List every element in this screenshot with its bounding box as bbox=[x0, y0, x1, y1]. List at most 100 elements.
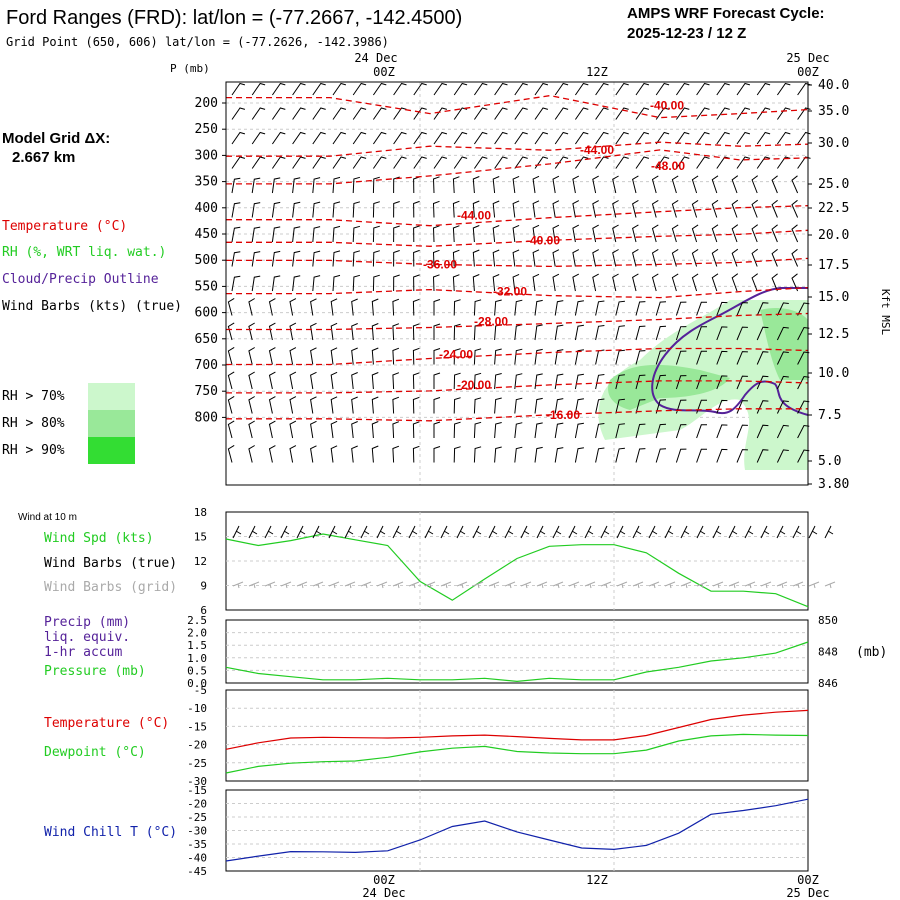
wind-barb bbox=[532, 200, 540, 218]
surface-wind-barb-grid bbox=[792, 581, 804, 589]
dewpoint-line bbox=[225, 733, 809, 774]
wind-barb bbox=[574, 373, 584, 390]
surface-wind-barb-true bbox=[664, 525, 674, 539]
wind-barb bbox=[592, 249, 599, 267]
surface-wind-barb-grid bbox=[392, 581, 404, 589]
wind-barb bbox=[534, 446, 543, 463]
wind-barb bbox=[716, 424, 728, 439]
height-tick-label: 5.0 bbox=[818, 454, 841, 469]
wind-barb bbox=[473, 397, 482, 414]
wind-barb bbox=[651, 248, 659, 267]
panel-tick-label: -30 bbox=[187, 825, 207, 838]
wind-barb bbox=[756, 131, 771, 145]
wind-barb bbox=[494, 107, 508, 120]
wind-barb bbox=[675, 326, 687, 341]
wind-barb bbox=[289, 347, 297, 365]
surface-wind-barb-true bbox=[808, 525, 818, 539]
panel-tick-label: -25 bbox=[187, 757, 207, 770]
panel-tick-label: -10 bbox=[187, 702, 207, 715]
wind-barb bbox=[512, 249, 520, 267]
wind-barb bbox=[771, 175, 778, 194]
wind-barb bbox=[756, 302, 769, 316]
wind-barb bbox=[554, 373, 564, 390]
surface-wind-barb-true bbox=[440, 525, 450, 539]
panel-tick-label: -35 bbox=[187, 838, 207, 851]
temperature-contour bbox=[226, 347, 809, 366]
wind-barb bbox=[552, 175, 560, 194]
surface-wind-barb-true bbox=[392, 525, 402, 539]
wind-barb bbox=[595, 349, 605, 365]
wind-barb bbox=[371, 323, 379, 341]
grid-point-text: Grid Point (650, 606) lat/lon = (-77.262… bbox=[6, 35, 389, 49]
wind-barb bbox=[492, 176, 500, 194]
top-date-1: 25 Dec bbox=[786, 51, 829, 65]
wind-barb bbox=[473, 348, 482, 365]
surface-wind-barb-true bbox=[680, 525, 690, 539]
wind-barb bbox=[352, 225, 361, 243]
surface-wind-barb-true bbox=[456, 525, 466, 539]
wind-barb bbox=[393, 176, 400, 194]
wind-barb bbox=[248, 445, 255, 463]
wind-barb bbox=[574, 131, 589, 145]
wind-barb bbox=[574, 422, 584, 439]
wind-barb bbox=[716, 131, 730, 145]
wind-barb bbox=[512, 175, 520, 194]
surface-wind-barb-grid bbox=[328, 581, 340, 589]
wind-barb bbox=[731, 199, 739, 218]
wind-barb bbox=[310, 445, 317, 463]
wind-barb bbox=[453, 156, 468, 169]
panel-tick-label: 9 bbox=[200, 580, 207, 593]
wind-barb bbox=[534, 348, 543, 365]
wind-barb bbox=[615, 300, 625, 316]
wind-barb bbox=[612, 224, 619, 243]
temperature-contour-label: -36.00 bbox=[423, 257, 457, 271]
wind-barb bbox=[433, 82, 448, 96]
surface-wind-barb-grid bbox=[824, 581, 836, 589]
surface-wind-barb-grid bbox=[584, 581, 596, 589]
wind-barb bbox=[432, 274, 440, 292]
wind-barb bbox=[797, 131, 811, 145]
surface-wind-barb-grid bbox=[776, 581, 788, 589]
wind-barb bbox=[514, 373, 523, 390]
height-tick-label: 15.0 bbox=[818, 290, 849, 305]
surface-wind-barb-true bbox=[328, 525, 338, 539]
wind-barb bbox=[292, 250, 301, 267]
wind-barb bbox=[691, 199, 699, 218]
wind-barbs-grid-label: Wind Barbs (grid) bbox=[44, 580, 177, 595]
temperature-contour bbox=[226, 149, 809, 185]
wind-barb bbox=[432, 249, 440, 267]
wind-barb bbox=[494, 422, 502, 439]
wind-barb bbox=[248, 420, 255, 439]
wind-barb bbox=[392, 372, 400, 390]
wind-barb bbox=[574, 324, 584, 341]
wind-barb bbox=[791, 248, 799, 267]
temperature-contour-label: -40.00 bbox=[650, 99, 684, 113]
wind-barb bbox=[632, 273, 639, 292]
surface-wind-barb-true bbox=[600, 525, 610, 539]
wind-barb bbox=[371, 372, 379, 390]
wind-barb bbox=[494, 82, 508, 96]
wind-barb bbox=[453, 348, 461, 365]
wind-barb bbox=[731, 224, 739, 243]
wind-barb bbox=[453, 372, 461, 390]
wind-barb bbox=[532, 249, 540, 267]
surface-wind-barb-grid bbox=[808, 581, 820, 589]
wind-barb bbox=[393, 225, 400, 243]
wind-barb bbox=[292, 226, 301, 243]
surface-wind-barb-true bbox=[360, 525, 370, 539]
wind-barb bbox=[736, 449, 748, 463]
bottom-tick-2: 00Z bbox=[797, 873, 819, 887]
height-axis-title: Kft MSL bbox=[879, 289, 892, 336]
surface-wind-barb-grid bbox=[408, 581, 420, 589]
panel-right-tick-label: 850 bbox=[818, 614, 838, 627]
wind-barb bbox=[271, 226, 281, 243]
wind-barb bbox=[635, 399, 646, 414]
wind-barb bbox=[532, 175, 540, 194]
wind-barb bbox=[776, 107, 791, 120]
wind-barb bbox=[554, 324, 564, 341]
wind-barb bbox=[352, 156, 367, 169]
wind-barb bbox=[433, 397, 441, 414]
wind-barb bbox=[332, 225, 341, 243]
wind-barb bbox=[292, 275, 301, 292]
wind-barb bbox=[452, 176, 460, 194]
